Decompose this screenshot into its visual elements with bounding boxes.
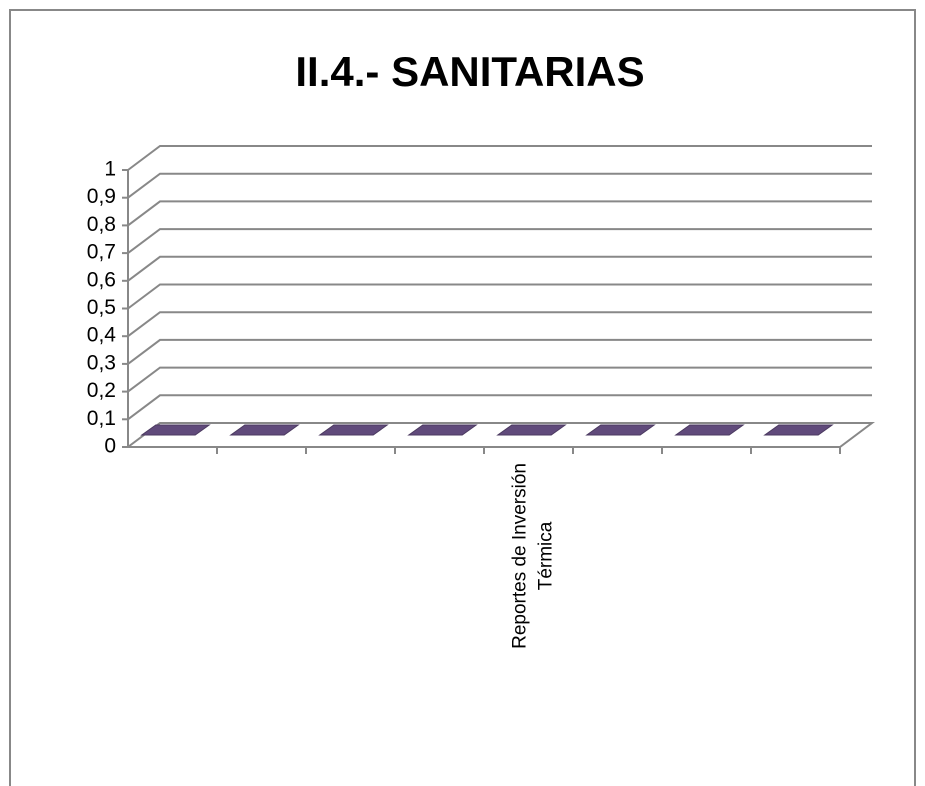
- y-tick-label: 0,6: [87, 268, 116, 291]
- x-tick-label: Reportes de Inversión Térmica: [510, 463, 557, 649]
- y-tick-label: 0,1: [87, 407, 116, 430]
- grid-line: [127, 200, 872, 227]
- chart-title: II.4.- SANITARIAS: [295, 48, 644, 95]
- grid-line: [127, 338, 872, 365]
- chart-border: [9, 9, 916, 786]
- grid-line: [127, 283, 872, 310]
- bar: [763, 424, 834, 436]
- grid-line: [127, 228, 872, 254]
- bar: [318, 424, 389, 436]
- grid-line: [127, 366, 872, 393]
- y-tick-label: 0,8: [87, 213, 116, 236]
- grid-line: [127, 394, 872, 421]
- y-tick-label: 0,3: [87, 351, 116, 374]
- bar: [140, 424, 211, 436]
- y-tick-label: 0,7: [87, 241, 116, 264]
- bar: [496, 424, 567, 436]
- grid-line: [127, 172, 872, 199]
- bar: [407, 424, 478, 436]
- bar: [585, 424, 656, 436]
- bar: [674, 424, 745, 436]
- grid-line: [127, 255, 872, 282]
- y-tick-label: 0,5: [87, 296, 116, 319]
- y-tick-label: 0,4: [87, 324, 117, 347]
- y-tick-label: 0,9: [87, 185, 116, 208]
- y-tick-label: 1: [104, 158, 116, 181]
- grid-line: [127, 145, 872, 171]
- y-tick-label: 0,2: [87, 379, 116, 402]
- bar: [229, 424, 300, 436]
- y-tick-label: 0: [104, 435, 116, 458]
- grid-line: [127, 311, 872, 337]
